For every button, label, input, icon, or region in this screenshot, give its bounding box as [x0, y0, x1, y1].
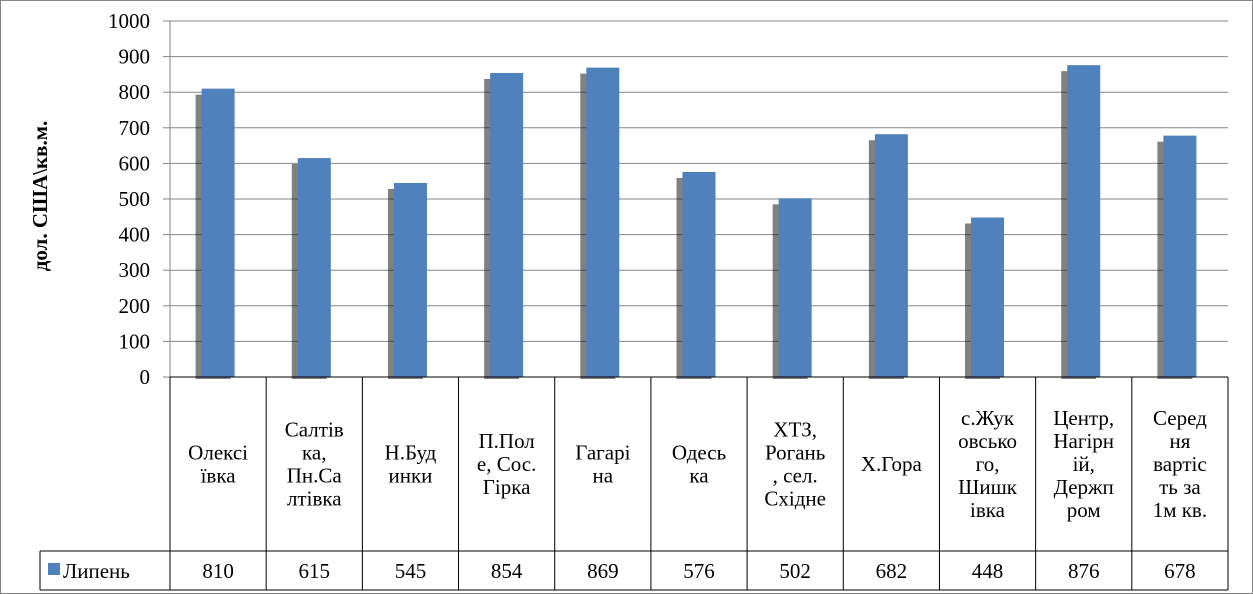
data-value-label: 448	[972, 559, 1004, 583]
y-axis: 0 100 200 300 400 500 600 700 800 900 1000	[108, 9, 171, 389]
data-value-label: 682	[876, 559, 908, 583]
category-label: Шишк	[958, 475, 1018, 499]
category-label: Гірка	[483, 475, 531, 499]
y-tick-label: 1000	[108, 9, 150, 33]
data-value-label: 869	[587, 559, 619, 583]
y-tick-label: 300	[119, 258, 151, 282]
category-label: ня	[1169, 429, 1190, 453]
data-value-label: 678	[1164, 559, 1196, 583]
category-label: , сел.	[773, 464, 818, 488]
category-label: ка	[689, 464, 709, 488]
category-label: инки	[388, 464, 432, 488]
bar	[201, 88, 235, 377]
category-label: ХТЗ,	[773, 418, 817, 442]
data-value-label: 854	[491, 559, 523, 583]
bar	[490, 72, 524, 377]
legend-swatch	[48, 563, 60, 575]
category-label: Салтів	[285, 418, 344, 442]
category-label: Нагірн	[1053, 429, 1114, 453]
category-label: ївка	[201, 464, 237, 488]
category-label: Східне	[764, 487, 826, 511]
bar	[874, 134, 908, 377]
bars	[195, 65, 1197, 380]
category-label: Пн.Са	[287, 464, 343, 488]
category-label: на	[593, 464, 614, 488]
category-label: Держп	[1054, 475, 1114, 499]
y-tick-label: 900	[119, 45, 151, 69]
category-label: Олексі	[188, 441, 248, 465]
category-label: Рогань	[765, 441, 825, 465]
data-value-label: 545	[395, 559, 427, 583]
category-label: Центр,	[1053, 406, 1114, 430]
category-label: ка,	[302, 441, 326, 465]
data-value-label: 502	[779, 559, 811, 583]
y-tick-label: 500	[119, 187, 151, 211]
y-tick-label: 200	[119, 294, 151, 318]
category-label: Гагарі	[575, 441, 630, 465]
category-label: ій,	[1073, 452, 1095, 476]
y-tick-label: 0	[140, 365, 151, 389]
category-label: Одесь	[672, 441, 726, 465]
category-label: 1м кв.	[1153, 498, 1207, 522]
category-label: ть за	[1159, 475, 1201, 499]
category-label: вартіс	[1153, 452, 1207, 476]
data-value-label: 810	[202, 559, 234, 583]
category-label: с.Жук	[961, 406, 1015, 430]
category-label: ром	[1067, 498, 1101, 522]
y-tick-label: 400	[119, 223, 151, 247]
bar	[778, 198, 812, 377]
bar	[971, 217, 1005, 377]
category-label: П.Пол	[478, 429, 534, 453]
category-label: овсько	[958, 429, 1017, 453]
bar	[297, 158, 331, 377]
data-value-label: 615	[299, 559, 331, 583]
y-tick-label: 100	[119, 329, 151, 353]
bar	[586, 67, 620, 378]
y-tick-label: 600	[119, 151, 151, 175]
legend-label: Липень	[63, 559, 130, 583]
category-label: Х.Гора	[861, 452, 923, 476]
category-label: Серед	[1153, 406, 1207, 430]
bar	[682, 171, 716, 377]
category-label: івка	[970, 498, 1006, 522]
data-value-label: 576	[683, 559, 715, 583]
bar	[1067, 65, 1101, 378]
category-label: Н.Буд	[385, 441, 437, 465]
y-tick-label: 700	[119, 116, 151, 140]
category-label: лтівка	[287, 487, 342, 511]
data-value-label: 876	[1068, 559, 1100, 583]
category-label: го,	[976, 452, 1000, 476]
y-axis-label: дол. США\кв.м.	[28, 121, 52, 272]
category-label: е, Сос.	[477, 452, 536, 476]
y-tick-label: 800	[119, 80, 151, 104]
bar	[1163, 135, 1197, 377]
bar	[393, 182, 427, 377]
